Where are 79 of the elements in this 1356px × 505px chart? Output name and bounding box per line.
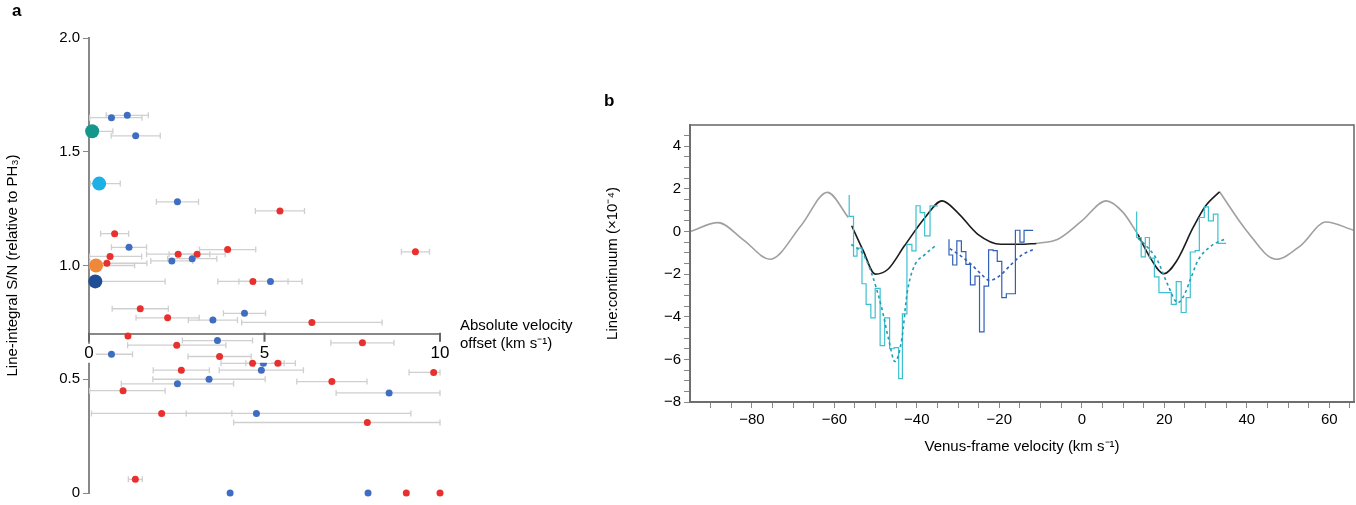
point: [436, 489, 444, 497]
point: [385, 389, 393, 397]
point: [188, 255, 196, 263]
point: [173, 380, 181, 388]
y-tick-label: 1.5: [59, 141, 80, 159]
y-tick-label: −6: [663, 349, 681, 367]
y-tick-label: 1.0: [59, 255, 80, 273]
chart-title: b: [604, 91, 615, 110]
point: [226, 489, 234, 497]
x-tick-label: 60: [1320, 410, 1338, 428]
point: [173, 341, 181, 349]
point: [119, 387, 127, 395]
y-tick-label: −8: [663, 392, 681, 410]
point: [276, 207, 284, 215]
point: [103, 259, 111, 267]
y-tick-label: −2: [663, 264, 681, 282]
point: [177, 366, 185, 374]
point: [266, 277, 274, 285]
chart-title: a: [12, 1, 22, 20]
y-tick-label: 2: [672, 179, 681, 197]
x-tick-label: −60: [821, 410, 848, 428]
x-tick-label: 0: [1077, 410, 1086, 428]
y-tick-label: 0: [672, 221, 681, 239]
point: [240, 309, 248, 317]
point: [274, 359, 282, 367]
point: [158, 409, 166, 417]
point: [213, 337, 221, 345]
point: [111, 230, 119, 238]
point: [205, 375, 213, 383]
point: [224, 246, 232, 254]
point: [216, 353, 224, 360]
y-tick-label: 0: [71, 483, 80, 501]
point: [85, 124, 100, 139]
point: [92, 176, 107, 191]
x-axis-title: Venus-frame velocity (km s⁻¹): [924, 437, 1120, 455]
y-axis-title: Line-integral S/N (relative to PH₃): [3, 154, 21, 377]
point: [132, 132, 140, 140]
point: [328, 378, 336, 386]
y-axis-title: Line:continuum (×10⁻⁴): [603, 187, 621, 340]
point: [402, 489, 410, 497]
point: [249, 359, 257, 367]
point: [131, 475, 139, 483]
point: [249, 277, 257, 285]
x-tick-label: 10: [430, 342, 450, 362]
y-tick-label: 2.0: [59, 28, 80, 46]
x-tick-label: 5: [259, 342, 270, 362]
y-tick-label: −4: [663, 306, 681, 324]
point: [136, 305, 144, 313]
point: [209, 316, 217, 324]
point: [193, 250, 201, 258]
x-tick-label: 0: [84, 342, 94, 362]
x-tick-label: −40: [904, 410, 930, 428]
point: [164, 314, 172, 322]
point: [252, 409, 260, 417]
x-tick-label: −20: [986, 410, 1013, 428]
point: [308, 318, 316, 326]
point: [107, 350, 115, 358]
point: [123, 111, 131, 119]
point: [257, 366, 265, 374]
x-axis-title: Absolute velocity offset (km s⁻¹): [460, 315, 574, 351]
point: [168, 257, 176, 265]
point: [411, 248, 419, 256]
x-tick-label: 20: [1155, 410, 1173, 428]
point: [89, 258, 104, 273]
point: [174, 250, 182, 258]
point: [125, 243, 133, 251]
point: [364, 489, 372, 497]
point: [358, 339, 366, 347]
x-tick-label: −80: [739, 410, 765, 428]
point: [173, 198, 181, 206]
y-tick-label: 4: [672, 136, 681, 154]
y-tick-label: 0.5: [59, 369, 80, 387]
point: [107, 114, 115, 122]
point: [363, 418, 371, 426]
point: [430, 368, 438, 376]
x-tick-label: 40: [1238, 410, 1256, 428]
point: [106, 252, 114, 260]
point: [88, 274, 103, 289]
point: [124, 332, 132, 340]
